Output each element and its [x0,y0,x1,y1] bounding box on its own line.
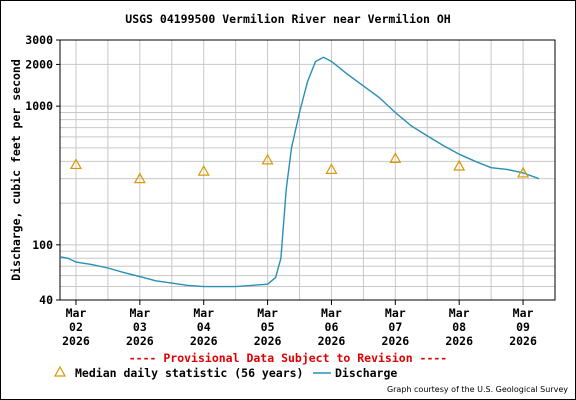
credit-text: Graph courtesy of the U.S. Geological Su… [386,385,568,394]
y-tick-label: 40 [39,293,53,307]
y-tick-label: 2000 [25,57,53,71]
x-tick-label: Mar [257,306,278,320]
y-tick-label: 1000 [25,99,53,113]
legend-median-label: Median daily statistic (56 years) [75,366,304,380]
series-layer [59,56,540,288]
x-tick-label: 2026 [445,334,473,348]
median-marker [133,172,146,184]
plot-area [59,39,556,301]
legend-discharge-label: Discharge [335,366,398,380]
x-tick-label: 2026 [62,334,90,348]
x-tick-label: Mar [129,306,150,320]
x-tick-label: 2026 [190,334,218,348]
x-tick-label: 04 [197,320,211,334]
legend-median-symbol [53,365,67,377]
x-tick-label: Mar [193,306,214,320]
chart-title: USGS 04199500 Vermilion River near Vermi… [125,12,451,26]
median-marker [517,166,530,178]
x-tick-label: 2026 [318,334,346,348]
discharge-line [59,56,540,288]
x-tick-label: 2026 [509,334,537,348]
x-tick-label: 07 [388,320,402,334]
y-tick-label: 100 [32,238,53,252]
x-tick-label: Mar [449,306,470,320]
x-tick-label: 2026 [254,334,282,348]
x-tick-label: 03 [133,320,147,334]
y-axis-ticks: 40 100 1000 2000 3000 [25,33,60,307]
median-marker [197,164,210,176]
provisional-note: ---- Provisional Data Subject to Revisio… [128,351,448,365]
x-tick-label: Mar [321,306,342,320]
median-marker [453,159,466,171]
x-tick-label: 05 [261,320,275,334]
x-tick-label: 06 [325,320,339,334]
x-tick-label: 08 [452,320,466,334]
median-marker [325,163,338,174]
median-marker [389,152,402,163]
x-tick-label: 02 [69,320,83,334]
median-marker [261,153,274,165]
legend-markers [53,365,331,377]
x-tick-label: Mar [513,306,534,320]
y-tick-label: 3000 [25,33,53,47]
x-tick-label: Mar [385,306,406,320]
x-tick-label: 2026 [126,334,154,348]
x-tick-label: 09 [516,320,530,334]
median-marker [69,158,82,170]
x-tick-label: Mar [66,306,87,320]
x-tick-label: 2026 [381,334,409,348]
x-axis-ticks: Mar022026Mar032026Mar042026Mar052026Mar0… [62,300,537,348]
grid-lines [60,39,555,300]
